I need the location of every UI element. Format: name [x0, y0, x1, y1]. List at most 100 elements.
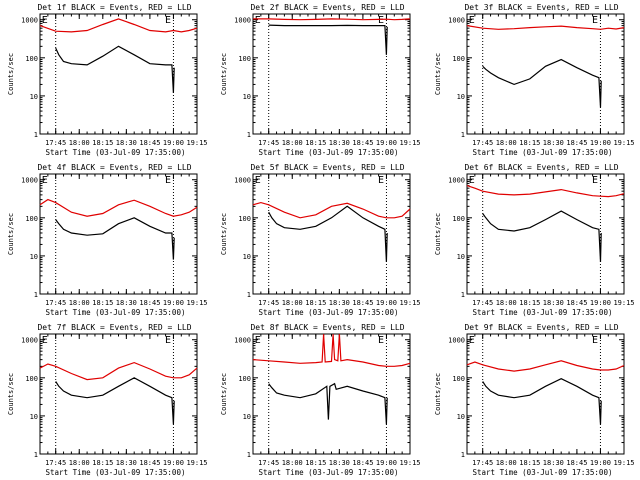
event-marker-label: E	[592, 175, 598, 186]
series-lld-line	[253, 18, 411, 21]
y-tick-label: 1	[461, 131, 465, 139]
x-tick-label: 19:00	[376, 299, 397, 307]
chart-panel-4: Det 4f BLACK = Events, RED = LLD E E 1 10 100…	[7, 163, 208, 317]
y-tick-label: 1	[34, 131, 38, 139]
chart-panel-6: Det 6f BLACK = Events, RED = LLD E E 1 10 100…	[434, 163, 635, 317]
y-tick-label: 10	[243, 253, 251, 261]
x-tick-label: 18:00	[282, 139, 303, 147]
y-tick-label: 1000	[234, 17, 251, 25]
x-tick-label: 18:00	[496, 459, 517, 467]
y-tick-label: 1	[461, 451, 465, 459]
x-tick-label: 18:00	[69, 459, 90, 467]
y-axis-label: Counts/sec	[434, 373, 442, 415]
x-tick-label: 19:15	[613, 139, 634, 147]
x-tick-label: 19:00	[163, 459, 184, 467]
chart-panel-9: Det 9f BLACK = Events, RED = LLD E E 1 10 100…	[434, 323, 635, 477]
x-axis-label: Start Time (03-Jul-09 17:35:00)	[259, 148, 399, 157]
x-axis-label: Start Time (03-Jul-09 17:35:00)	[473, 148, 613, 157]
series-events-line	[55, 45, 175, 93]
x-tick-label: 18:15	[92, 139, 113, 147]
y-tick-label: 100	[238, 215, 251, 223]
event-marker-label: E	[378, 15, 384, 26]
y-axis-label: Counts/sec	[7, 53, 15, 95]
x-tick-label: 18:00	[69, 139, 90, 147]
chart-title: Det 5f BLACK = Events, RED = LLD	[250, 163, 404, 172]
y-axis-label: Counts/sec	[7, 213, 15, 255]
chart-title: Det 9f BLACK = Events, RED = LLD	[464, 323, 618, 332]
y-tick-label: 10	[457, 253, 465, 261]
y-tick-label: 10	[243, 93, 251, 101]
x-tick-label: 18:30	[116, 459, 137, 467]
x-tick-label: 18:00	[69, 299, 90, 307]
y-tick-label: 10	[243, 413, 251, 421]
series-events-line	[55, 377, 175, 425]
chart-title: Det 6f BLACK = Events, RED = LLD	[464, 163, 618, 172]
x-tick-label: 18:30	[543, 459, 564, 467]
x-tick-label: 18:15	[519, 299, 540, 307]
x-tick-label: 18:15	[519, 459, 540, 467]
chart-panel-3: Det 3f BLACK = Events, RED = LLD E E 1 10 100…	[434, 3, 635, 157]
y-axis-label: Counts/sec	[220, 53, 228, 95]
x-tick-label: 18:30	[116, 139, 137, 147]
event-marker-label: E	[165, 335, 171, 346]
x-tick-label: 17:45	[258, 299, 279, 307]
x-tick-label: 19:15	[399, 299, 420, 307]
event-marker-label: E	[378, 335, 384, 346]
series-events-line	[55, 217, 175, 260]
x-tick-label: 17:45	[45, 299, 66, 307]
x-tick-label: 18:30	[329, 299, 350, 307]
x-tick-label: 18:45	[352, 459, 373, 467]
x-tick-label: 19:00	[590, 459, 611, 467]
y-axis-label: Counts/sec	[434, 53, 442, 95]
x-axis-label: Start Time (03-Jul-09 17:35:00)	[46, 468, 186, 477]
x-tick-label: 18:30	[543, 299, 564, 307]
y-tick-label: 10	[30, 413, 38, 421]
y-axis-label: Counts/sec	[7, 373, 15, 415]
x-axis-label: Start Time (03-Jul-09 17:35:00)	[473, 308, 613, 317]
x-axis-label: Start Time (03-Jul-09 17:35:00)	[46, 308, 186, 317]
x-tick-label: 18:45	[139, 459, 160, 467]
x-tick-label: 18:30	[329, 459, 350, 467]
series-lld-line	[39, 361, 198, 381]
event-marker-label: E	[255, 335, 261, 346]
y-tick-label: 1000	[21, 337, 38, 345]
x-tick-label: 18:15	[519, 139, 540, 147]
y-tick-label: 1000	[234, 337, 251, 345]
x-tick-label: 18:45	[566, 459, 587, 467]
x-tick-label: 18:30	[329, 139, 350, 147]
event-marker-label: E	[255, 175, 261, 186]
series-lld-line	[466, 25, 625, 30]
event-marker-label: E	[378, 175, 384, 186]
y-tick-label: 10	[457, 413, 465, 421]
x-tick-label: 18:45	[566, 299, 587, 307]
x-tick-label: 17:45	[472, 459, 493, 467]
chart-title: Det 7f BLACK = Events, RED = LLD	[37, 323, 191, 332]
event-marker-label: E	[469, 335, 475, 346]
chart-panel-2: Det 2f BLACK = Events, RED = LLD E E 1 10 100…	[220, 3, 421, 157]
event-marker-label: E	[42, 175, 48, 186]
series-events-line	[268, 24, 388, 55]
y-axis-label: Counts/sec	[220, 213, 228, 255]
chart-title: Det 2f BLACK = Events, RED = LLD	[250, 3, 404, 12]
y-tick-label: 10	[30, 93, 38, 101]
x-axis-label: Start Time (03-Jul-09 17:35:00)	[259, 308, 399, 317]
event-marker-label: E	[469, 175, 475, 186]
y-tick-label: 1000	[234, 177, 251, 185]
x-tick-label: 18:45	[352, 139, 373, 147]
event-marker-label: E	[42, 335, 48, 346]
y-tick-label: 100	[25, 55, 38, 63]
x-tick-label: 18:00	[282, 459, 303, 467]
y-tick-label: 1000	[448, 337, 465, 345]
series-events-line	[268, 205, 388, 262]
x-tick-label: 19:15	[186, 139, 207, 147]
event-marker-label: E	[42, 15, 48, 26]
x-tick-label: 19:00	[376, 139, 397, 147]
x-tick-label: 17:45	[472, 299, 493, 307]
y-tick-label: 100	[25, 375, 38, 383]
series-events-line	[482, 210, 602, 262]
event-marker-label: E	[592, 335, 598, 346]
y-tick-label: 1	[247, 131, 251, 139]
x-tick-label: 19:00	[376, 459, 397, 467]
x-tick-label: 18:15	[305, 139, 326, 147]
